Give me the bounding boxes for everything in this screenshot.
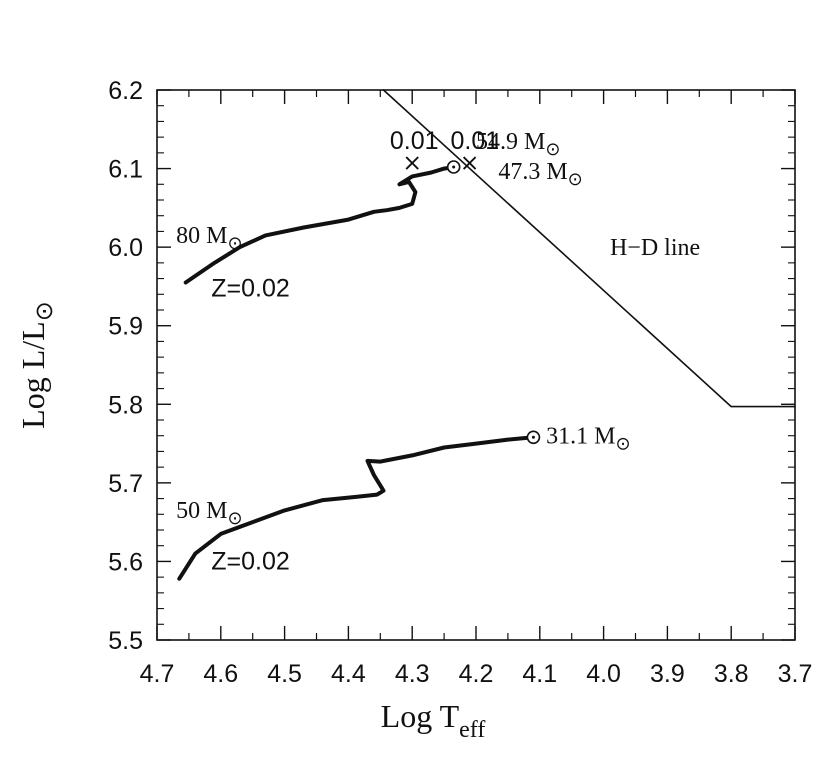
x-tick-label: 4.3 bbox=[395, 660, 430, 688]
x-tick-label: 4.6 bbox=[203, 660, 238, 688]
x-axis-label: Log Teff bbox=[381, 698, 486, 743]
y-tick-label: 5.5 bbox=[108, 627, 143, 655]
annotation-mass_31: 31.1 M⊙ bbox=[546, 424, 630, 454]
data-markers bbox=[405, 156, 477, 170]
series-line-track_50 bbox=[177, 435, 536, 581]
cross-marker bbox=[405, 156, 419, 170]
x-tick-label: 4.2 bbox=[459, 660, 494, 688]
y-tick-label: 6.0 bbox=[108, 234, 143, 262]
y-tick-label: 5.8 bbox=[108, 391, 143, 419]
x-tick-label: 4.7 bbox=[140, 660, 175, 688]
x-tick-label: 3.7 bbox=[778, 660, 813, 688]
series-end-dot bbox=[452, 165, 456, 169]
series-line-track_80 bbox=[183, 165, 456, 285]
x-tick-label: 4.5 bbox=[267, 660, 302, 688]
x-tick-label: 3.8 bbox=[714, 660, 749, 688]
annotation-z_50: Z=0.02 bbox=[211, 547, 290, 575]
annotation-label_80: 80 M⊙ bbox=[176, 223, 242, 253]
y-tick-label: 6.1 bbox=[108, 156, 143, 184]
annotation-zval_2: 0.01 bbox=[450, 127, 499, 155]
x-tick-label: 4.4 bbox=[331, 660, 366, 688]
data-series bbox=[177, 89, 796, 581]
annotation-mass_47: 47.3 M⊙ bbox=[498, 159, 582, 189]
y-tick-label: 6.2 bbox=[108, 77, 143, 105]
axis-ticks bbox=[156, 89, 796, 641]
annotation-label_50: 50 M⊙ bbox=[176, 498, 242, 528]
cross-marker bbox=[462, 156, 477, 170]
annotation-mass_54: 54.9 M⊙ bbox=[476, 129, 560, 159]
annotation-hd_label: H−D line bbox=[610, 235, 700, 261]
y-tick-label: 5.6 bbox=[108, 548, 143, 576]
axis-tick-labels: 4.7 4.6 4.5 4.4 4.3 4.2 4.1 4.0 3.9 3.8 3.7 5.5 5.6 5… bbox=[108, 77, 812, 688]
series-end-dot bbox=[531, 435, 535, 439]
series-line-hd_line bbox=[382, 89, 796, 408]
x-tick-label: 3.9 bbox=[650, 660, 685, 688]
y-axis-label: Log L/L⊙ bbox=[15, 301, 58, 429]
x-tick-label: 4.1 bbox=[522, 660, 557, 688]
y-tick-label: 5.7 bbox=[108, 470, 143, 498]
y-tick-label: 5.9 bbox=[108, 313, 143, 341]
annotation-zval_1: 0.01 bbox=[390, 127, 439, 155]
annotation-z_80: Z=0.02 bbox=[211, 275, 290, 303]
x-tick-label: 4.0 bbox=[586, 660, 621, 688]
